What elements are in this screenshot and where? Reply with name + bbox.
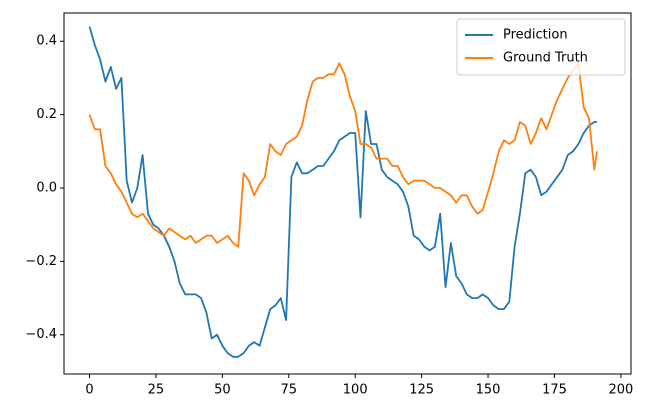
x-tick-label: 150 [476,383,501,398]
data-line [88,26,597,358]
legend-label: Ground Truth [503,51,588,66]
y-tick-label: 0.2 [36,107,57,122]
y-tick-label: −0.2 [25,254,57,269]
x-tick-label: 125 [409,383,434,398]
x-tick-label: 75 [281,383,298,398]
legend-label: Prediction [503,28,568,43]
x-tick-label: 100 [343,383,368,398]
x-tick-label: 50 [214,383,231,398]
y-tick-label: 0.4 [36,34,57,49]
y-tick-label: 0.0 [36,180,57,195]
data-line [88,62,598,248]
x-tick-label: 175 [542,383,567,398]
legend-box [456,18,626,76]
x-tick-label: 0 [85,383,93,398]
x-tick-label: 200 [608,383,633,398]
y-tick-label: −0.4 [25,327,57,342]
x-tick-label: 25 [148,383,165,398]
plot-frame [63,12,632,375]
